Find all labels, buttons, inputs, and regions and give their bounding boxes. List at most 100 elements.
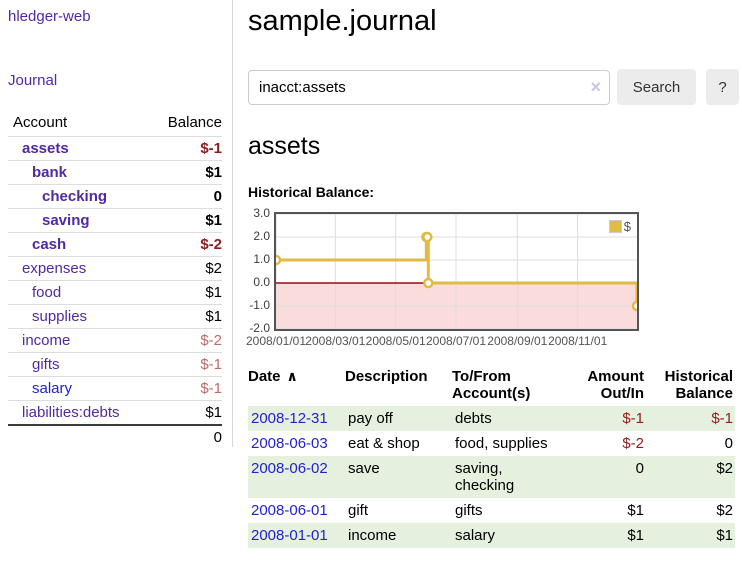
sidebar-item-income[interactable]: income: [22, 332, 71, 349]
x-axis-tick-label: 2008/05/01: [365, 334, 426, 348]
txn-amount: $1: [570, 523, 652, 548]
account-balance: $-1: [147, 352, 222, 377]
sidebar-account-row: assets $-1: [8, 136, 222, 161]
sidebar-item-salary[interactable]: salary: [32, 380, 73, 397]
transaction-row: 2008-01-01 income salary $1 $1: [248, 523, 735, 548]
accounts-header-row: Account Balance: [8, 111, 222, 137]
sidebar-item-gifts[interactable]: gifts: [32, 356, 60, 373]
sidebar-account-row: saving $1: [8, 208, 222, 233]
transaction-row: 2008-06-02 save saving, checking 0 $2: [248, 456, 735, 498]
sidebar: hledger-web Journal Account Balance asse…: [0, 0, 233, 449]
account-name-cell: bank: [8, 160, 148, 185]
txn-description: save: [345, 456, 452, 498]
sidebar-item-cash[interactable]: cash: [32, 236, 67, 253]
txn-date-link[interactable]: 2008-12-31: [251, 410, 328, 427]
txn-amount: $-1: [570, 406, 652, 431]
txn-description: pay off: [345, 406, 452, 431]
account-balance: $1: [147, 400, 222, 425]
account-balance: 0: [147, 184, 222, 209]
x-axis-tick-label: 2008/11/01: [548, 334, 608, 348]
txn-description: income: [345, 523, 452, 548]
txn-balance: $2: [652, 456, 735, 498]
page-title: sample.journal: [248, 5, 437, 37]
sidebar-account-row: supplies $1: [8, 304, 222, 329]
txn-date-cell: 2008-12-31: [248, 406, 345, 431]
txn-description: gift: [348, 502, 369, 519]
column-header-date[interactable]: Date ∧: [248, 368, 298, 385]
sidebar-item-liabilities-debts[interactable]: liabilities:debts: [22, 404, 120, 421]
historical-balance-chart: $ 3.0 2.0 1.0 0.0 -1.0 -2.0 2008/01/01 2008/03/…: [245, 206, 668, 348]
sidebar-account-row: checking 0: [8, 184, 222, 209]
txn-date-link[interactable]: 2008-06-01: [251, 502, 328, 519]
sidebar-item-saving[interactable]: saving: [42, 212, 90, 229]
y-axis-tick-label: 2.0: [253, 229, 270, 243]
y-axis-tick-label: -1.0: [249, 298, 270, 312]
account-balance: $-2: [147, 232, 222, 257]
sidebar-account-row: gifts $-1: [8, 352, 222, 377]
column-header-to-from-account-s-: To/From Account(s): [452, 368, 531, 402]
account-balance: $1: [147, 160, 222, 185]
sidebar-item-supplies[interactable]: supplies: [32, 308, 88, 325]
y-axis-tick-label: 3.0: [253, 206, 270, 220]
txn-amount: $1: [627, 502, 644, 519]
account-balance: $-1: [147, 136, 222, 161]
sidebar-account-row: salary $-1: [8, 376, 222, 401]
x-axis-tick-label: 2008/01/01: [245, 334, 307, 348]
accounts-header-account: Account: [13, 114, 68, 131]
sidebar-item-bank[interactable]: bank: [32, 164, 68, 181]
account-balance: $-2: [147, 328, 222, 353]
register-body: 2008-12-31 pay off debts $-1 $-1 2008-06-03 ea…: [248, 406, 735, 548]
legend-label: $: [623, 219, 631, 234]
search-input[interactable]: [248, 69, 610, 105]
chart-title: Historical Balance:: [248, 184, 375, 200]
account-balance: $-1: [147, 376, 222, 401]
txn-date-cell: 2008-06-01: [248, 498, 345, 523]
txn-amount: $-2: [622, 435, 644, 452]
transaction-row: 2008-06-01 gift gifts $1 $2: [248, 498, 735, 523]
txn-balance: 0: [724, 435, 733, 452]
account-name-cell: salary: [8, 376, 148, 401]
txn-amount: 0: [570, 456, 652, 498]
y-axis-tick-label: 1.0: [253, 252, 270, 266]
sidebar-item-journal[interactable]: Journal: [8, 72, 58, 89]
txn-balance: $1: [652, 523, 735, 548]
search-button[interactable]: Search: [617, 69, 696, 105]
txn-description: eat & shop: [348, 435, 420, 452]
search-form: × Search ?: [248, 69, 742, 105]
account-name-cell: income: [8, 328, 148, 353]
txn-tofrom: food, supplies: [455, 435, 548, 452]
txn-date-cell: 2008-01-01: [248, 523, 345, 548]
account-name-cell: food: [8, 280, 148, 305]
register-header-row: Date ∧ Description To/From Account(s) Amount…: [248, 366, 735, 406]
x-axis-tick-label: 2008/03/01: [305, 334, 366, 348]
txn-date-link[interactable]: 2008-06-03: [251, 435, 328, 452]
sidebar-account-row: food $1: [8, 280, 222, 305]
clear-search-icon[interactable]: ×: [590, 76, 601, 97]
y-axis-tick-label: 0.0: [253, 275, 270, 289]
txn-date-link[interactable]: 2008-06-02: [251, 460, 328, 477]
sidebar-item-assets[interactable]: assets: [22, 140, 69, 157]
column-header-historical-balance: Historical Balance: [664, 368, 733, 402]
brand-link[interactable]: hledger-web: [8, 8, 91, 25]
help-button[interactable]: ?: [706, 69, 739, 105]
sidebar-item-expenses[interactable]: expenses: [22, 260, 87, 277]
sidebar-item-food[interactable]: food: [32, 284, 62, 301]
x-axis-tick-label: 2008/09/01: [487, 334, 548, 348]
txn-tofrom: gifts: [455, 502, 483, 519]
total-spacer: [8, 424, 148, 449]
account-balance: $1: [147, 208, 222, 233]
txn-date-link[interactable]: 2008-01-01: [251, 527, 328, 544]
main-content: sample.journal × Search ? assets Histori…: [245, 0, 742, 582]
sidebar-account-row: income $-2: [8, 328, 222, 353]
column-header-amount-out-in: Amount Out/In: [587, 368, 644, 402]
sidebar-item-checking[interactable]: checking: [42, 188, 108, 205]
account-name-cell: supplies: [8, 304, 148, 329]
txn-tofrom: debts: [452, 406, 570, 431]
sidebar-account-row: expenses $2: [8, 256, 222, 281]
account-name-cell: cash: [8, 232, 148, 257]
account-name-cell: checking: [8, 184, 148, 209]
txn-date-cell: 2008-06-03: [248, 431, 345, 456]
account-name-cell: assets: [8, 136, 148, 161]
account-balance: $1: [147, 280, 222, 305]
sidebar-account-row: cash $-2: [8, 232, 222, 257]
